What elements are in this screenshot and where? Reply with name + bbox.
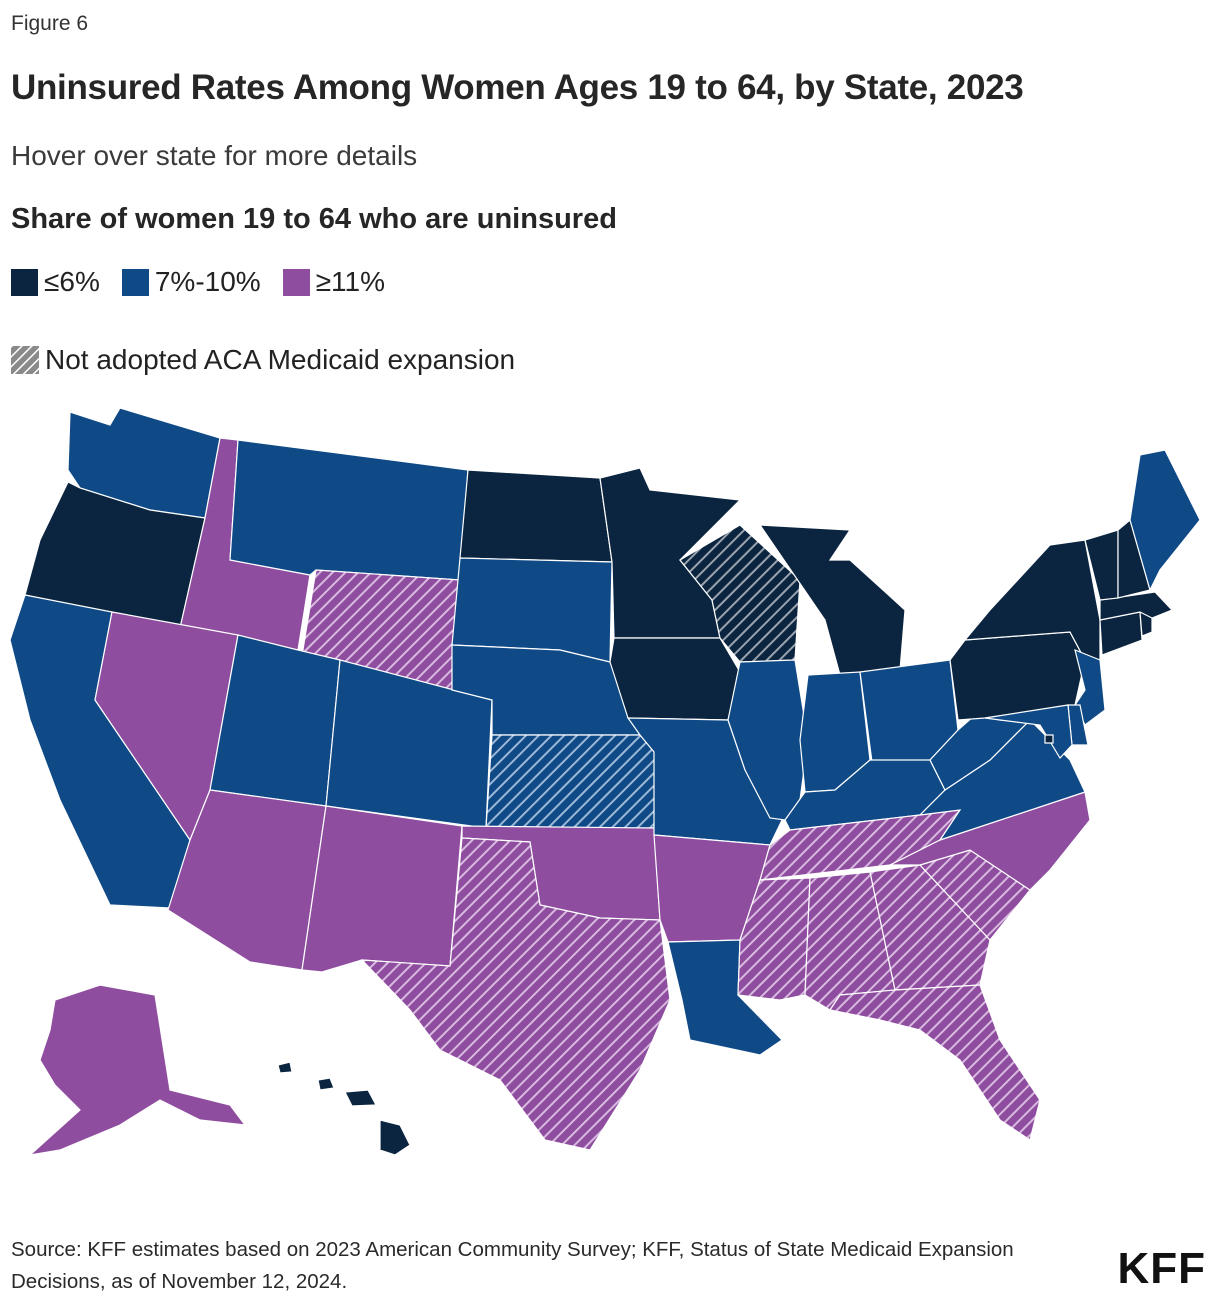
color-legend: ≤6% 7%-10% ≥11% (11, 266, 385, 298)
state-MI[interactable]: MI: ≤6% (758, 524, 906, 676)
state-MA[interactable]: MA: ≤6% (1099, 591, 1174, 621)
legend-label-high: ≥11% (315, 266, 386, 297)
state-IA[interactable]: IA: ≤6% (609, 637, 741, 721)
legend-swatch-low (11, 268, 38, 296)
legend-item-mid[interactable]: 7%-10% (121, 266, 261, 298)
state-DC[interactable]: DC: ≤6% (1044, 734, 1054, 744)
legend-item-high[interactable]: ≥11% (282, 266, 386, 298)
state-HI[interactable]: HI: ≤6% (277, 1061, 411, 1156)
state-ME[interactable]: ME: 7%-10% (1129, 449, 1201, 592)
us-state-map: WA: 7%-10% OR: ≤6% CA: 7%-10% ID: ≥11% N… (9, 407, 1201, 1156)
state-NJ[interactable]: NJ: 7%-10% (1074, 649, 1106, 726)
legend-swatch-high (282, 268, 310, 296)
state-NM[interactable]: NM: ≥11% (301, 805, 463, 973)
kff-logo: KFF (1117, 1244, 1206, 1293)
chart-title: Uninsured Rates Among Women Ages 19 to 6… (11, 68, 1024, 107)
legend-label-low: ≤6% (44, 266, 100, 297)
legend-title: Share of women 19 to 64 who are uninsure… (11, 203, 617, 235)
state-FL[interactable]: FL: ≥11% (829, 984, 1041, 1141)
legend-label-mid: 7%-10% (154, 266, 261, 297)
state-GA[interactable]: GA: ≥11% (869, 864, 991, 991)
figure-label: Figure 6 (11, 12, 89, 35)
source-note: Source: KFF estimates based on 2023 Amer… (11, 1238, 1014, 1293)
state-MD[interactable]: MD: 7%-10% (984, 704, 1073, 759)
state-KS[interactable]: KS: 7%-10% (485, 734, 657, 829)
hatch-legend[interactable]: Not adopted ACA Medicaid expansion (11, 344, 515, 376)
hatch-legend-label: Not adopted ACA Medicaid expansion (45, 344, 516, 375)
chart-subtitle: Hover over state for more details (11, 140, 418, 171)
state-AK[interactable]: AK: ≥11% (28, 984, 247, 1156)
state-MT[interactable]: MT: 7%-10% (229, 439, 469, 581)
legend-item-low[interactable]: ≤6% (11, 266, 100, 298)
legend-swatch-mid (121, 268, 149, 296)
hatch-swatch-icon (11, 346, 39, 374)
state-ND[interactable]: ND: ≤6% (459, 469, 613, 563)
state-TX[interactable]: TX: ≥11% (360, 837, 671, 1151)
